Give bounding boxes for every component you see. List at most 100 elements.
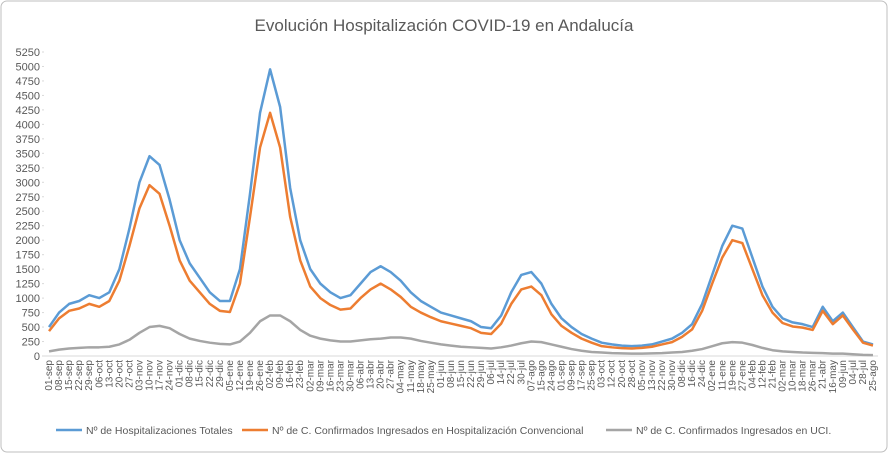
x-tick-label: 01-jun	[436, 360, 447, 388]
x-tick-label: 30-mar	[345, 359, 356, 391]
x-tick-label: 15-sep	[64, 360, 75, 391]
x-tick-label: 10-mar	[788, 359, 799, 391]
x-tick-label: 16-dic	[687, 360, 698, 387]
x-tick-label: 16-feb	[285, 360, 296, 389]
series-line	[48, 314, 874, 357]
x-tick-label: 18-mar	[798, 359, 809, 391]
x-tick-label: 02-mar	[305, 359, 316, 391]
x-tick-label: 08-dic	[677, 360, 688, 387]
x-tick-label: 22-dic	[205, 360, 216, 387]
y-tick-label: 4250	[16, 105, 40, 117]
y-tick-label: 3750	[16, 134, 40, 146]
x-tick-label: 27-oct	[124, 360, 135, 388]
x-tick-label: 13-oct	[104, 360, 115, 388]
x-tick-label: 04-may	[396, 360, 407, 393]
legend-label: Nº de C. Confirmados Ingresados en UCI.	[636, 425, 831, 437]
y-tick-label: 4750	[16, 76, 40, 88]
series-line	[48, 111, 874, 350]
x-tick-label: 01-sep	[44, 360, 55, 391]
y-tick-label: 500	[22, 322, 40, 334]
y-tick-label: 3500	[16, 148, 40, 160]
x-tick-label: 29-dic	[215, 360, 226, 387]
x-tick-label: 22-sep	[74, 360, 85, 391]
x-tick-label: 20-oct	[617, 360, 628, 388]
x-tick-label: 18-may	[416, 360, 427, 393]
x-tick-label: 09-jun	[838, 360, 849, 388]
x-tick-label: 17-sep	[577, 360, 588, 391]
x-tick-label: 01-sep	[556, 360, 567, 391]
x-tick-label: 15-ago	[536, 360, 547, 392]
x-tick-label: 03-oct	[597, 360, 608, 388]
x-tick-label: 23-mar	[335, 359, 346, 391]
y-tick-label: 1250	[16, 279, 40, 291]
y-tick-label: 2000	[16, 235, 40, 247]
x-tick-label: 01-dic	[175, 360, 186, 387]
x-tick-label: 14-jul	[496, 360, 507, 384]
x-tick-label: 09-feb	[275, 360, 286, 389]
x-tick-label: 06-jul	[486, 360, 497, 384]
x-tick-label: 08-dic	[185, 360, 196, 387]
x-tick-label: 20-abr	[376, 359, 387, 389]
x-tick-label: 20-oct	[114, 360, 125, 388]
x-tick-label: 03-nov	[134, 360, 145, 391]
x-tick-label: 11-ene	[717, 360, 728, 391]
x-tick-label: 21-feb	[767, 360, 778, 389]
x-tick-label: 27-abr	[386, 359, 397, 389]
y-tick-label: 3250	[16, 163, 40, 175]
x-tick-label: 25-ago	[868, 360, 879, 392]
y-tick-label: 5250	[16, 47, 40, 59]
x-tick-label: 02-mar	[778, 359, 789, 391]
legend-label: Nº de Hospitalizaciones Totales	[86, 425, 233, 437]
x-tick-label: 23-feb	[295, 360, 306, 389]
x-tick-label: 09-mar	[315, 359, 326, 391]
x-tick-label: 30-nov	[667, 360, 678, 391]
x-tick-label: 02-ene	[707, 360, 718, 392]
x-tick-label: 08-sep	[54, 360, 65, 391]
x-tick-label: 12-ene	[235, 360, 246, 392]
y-tick-label: 750	[22, 308, 40, 320]
y-tick-label: 1500	[16, 264, 40, 276]
x-tick-label: 24-ago	[546, 360, 557, 392]
y-tick-label: 5000	[16, 61, 40, 73]
x-tick-label: 30-jul	[516, 360, 527, 384]
y-tick-label: 250	[22, 337, 40, 349]
x-tick-label: 29-jun	[476, 360, 487, 388]
x-tick-label: 06-abr	[356, 359, 367, 389]
x-tick-label: 05-ene	[225, 360, 236, 392]
x-tick-label: 21-abr	[818, 359, 829, 389]
x-tick-label: 15-jun	[456, 360, 467, 388]
x-tick-label: 24-nov	[165, 360, 176, 391]
x-tick-label: 25-sep	[587, 360, 598, 391]
x-tick-label: 09-sep	[567, 360, 578, 391]
x-tick-label: 22-jul	[506, 360, 517, 384]
y-tick-label: 3000	[16, 177, 40, 189]
x-tick-label: 15-dic	[195, 360, 206, 387]
x-tick-label: 12-feb	[757, 360, 768, 389]
x-tick-label: 17-nov	[155, 360, 166, 391]
chart-title: Evolución Hospitalización COVID-19 en An…	[255, 16, 634, 35]
y-tick-label: 1000	[16, 293, 40, 305]
x-tick-label: 28-oct	[627, 360, 638, 388]
x-tick-label: 16-may	[828, 360, 839, 393]
x-tick-label: 19-ene	[245, 360, 256, 392]
series-line	[47, 68, 874, 348]
x-tick-label: 10-nov	[145, 360, 156, 391]
x-tick-label: 04-jul	[848, 360, 859, 384]
y-tick-label: 4500	[16, 90, 40, 102]
x-tick-label: 04-feb	[747, 360, 758, 389]
y-tick-label: 4000	[16, 119, 40, 131]
x-tick-label: 11-may	[406, 360, 417, 393]
x-tick-label: 26-mar	[808, 359, 819, 391]
x-tick-label: 27-ene	[737, 360, 748, 392]
y-tick-label: 1750	[16, 250, 40, 262]
x-tick-label: 22-jun	[466, 360, 477, 388]
x-tick-label: 16-mar	[325, 359, 336, 391]
x-tick-label: 13-abr	[366, 359, 377, 389]
x-tick-label: 12-oct	[607, 360, 618, 388]
x-tick-label: 25-may	[426, 360, 437, 393]
legend-label: Nº de C. Confirmados Ingresados en Hospi…	[272, 425, 583, 437]
y-tick-label: 2500	[16, 206, 40, 218]
x-tick-label: 08-jun	[446, 360, 457, 388]
x-tick-label: 05-nov	[637, 360, 648, 391]
